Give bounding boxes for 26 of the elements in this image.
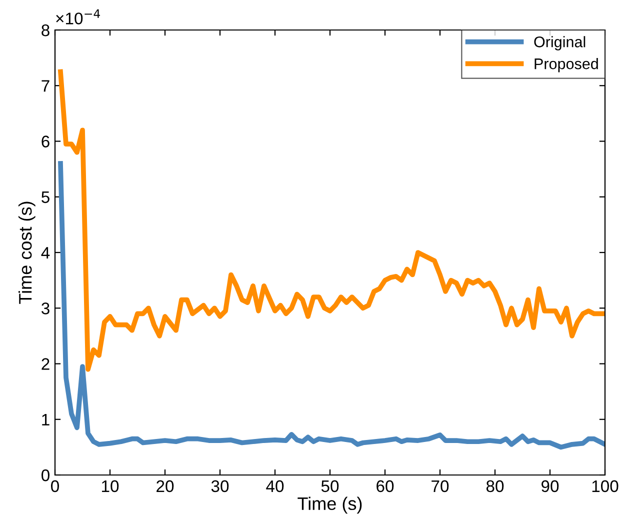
y-tick-label: 4 [41,247,50,259]
x-tick-label: 0 [51,480,59,492]
x-tick-label: 90 [542,480,559,492]
y-tick-label: 2 [42,358,50,370]
x-axis-title: Time (s) [298,496,362,514]
text: ×10$^{−4}$ [56,9,100,24]
legend-label: Proposed [534,58,598,72]
x-tick-label: 80 [486,480,504,492]
y-tick-label: 5 [42,191,50,204]
y-tick-label: 0 [42,469,50,482]
x-tick-label: 30 [211,480,229,492]
y-tick-label: 3 [42,302,50,314]
x-tick-label: 100 [592,480,618,492]
line-series [58,161,605,450]
x-tick-label: 50 [321,480,339,492]
x-tick-label: 40 [266,480,284,492]
y-tick-label: 1 [42,414,50,426]
legend-label: Original [534,36,586,50]
x-tick-label: 60 [376,480,394,492]
y-axis-title: Time cost (s) [18,202,36,304]
y-tick-label: 7 [42,80,50,92]
y-tick-label: 6 [42,136,50,148]
x-tick-label: 70 [432,480,449,492]
x-tick-label: 20 [156,480,174,492]
y-tick-label: 8 [42,24,50,36]
x-tick-label: 10 [102,480,119,492]
